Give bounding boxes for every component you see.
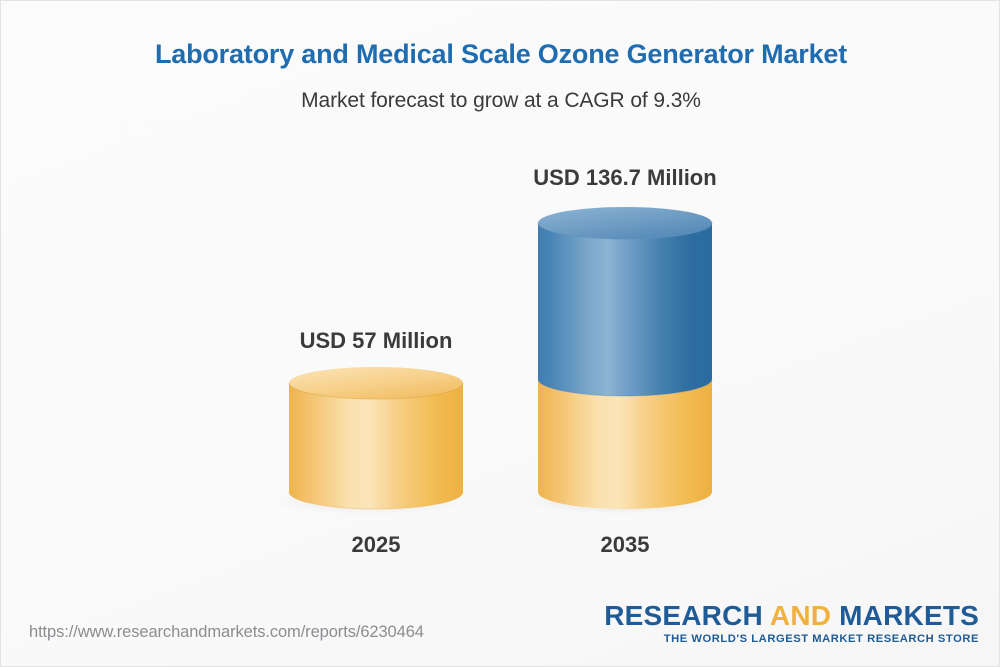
bar-cylinder-2035 bbox=[520, 193, 725, 533]
value-label-2025: USD 57 Million bbox=[299, 328, 453, 353]
logo-word-research: RESEARCH bbox=[604, 600, 763, 631]
logo-word-and: AND bbox=[769, 600, 832, 631]
research-and-markets-logo[interactable]: RESEARCH AND MARKETS THE WORLD'S LARGEST… bbox=[604, 601, 979, 646]
page-subtitle: Market forecast to grow at a CAGR of 9.3… bbox=[301, 89, 701, 112]
page-title: Laboratory and Medical Scale Ozone Gener… bbox=[154, 39, 847, 69]
bar-cylinder-2025 bbox=[271, 353, 476, 533]
logo-word-markets: MARKETS bbox=[839, 600, 979, 631]
logo-tagline: THE WORLD'S LARGEST MARKET RESEARCH STOR… bbox=[663, 633, 979, 646]
x-tick-label-2025: 2025 bbox=[351, 532, 401, 557]
x-tick-label-2035: 2035 bbox=[600, 532, 650, 557]
value-label-2035: USD 136.7 Million bbox=[533, 165, 717, 190]
logo-wordmark: RESEARCH AND MARKETS bbox=[604, 601, 979, 630]
report-url[interactable]: https://www.researchandmarkets.com/repor… bbox=[29, 623, 424, 641]
